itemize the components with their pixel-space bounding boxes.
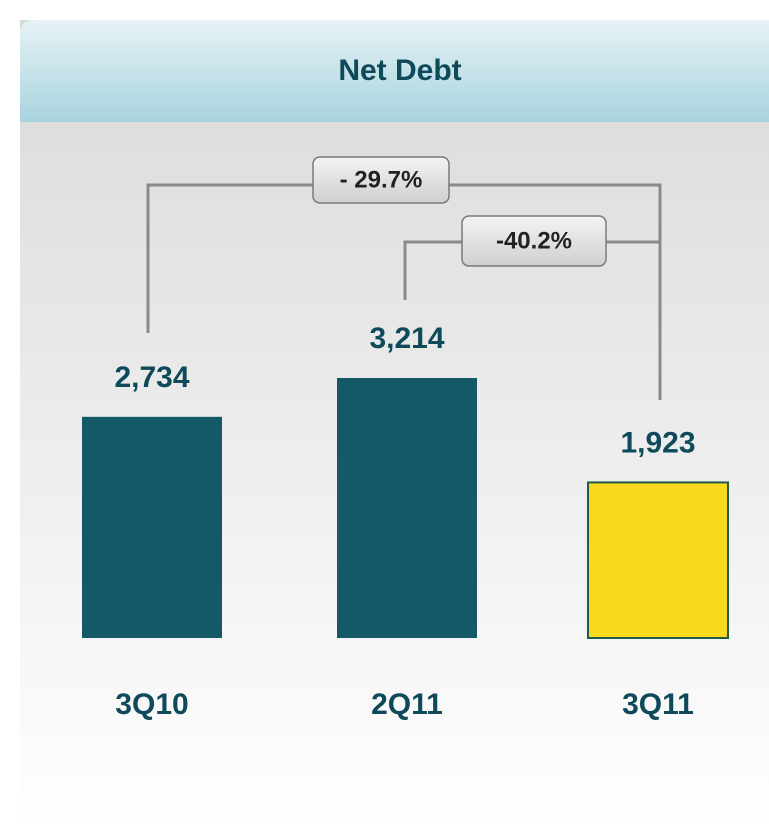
x-tick-label: 2Q11 xyxy=(371,688,443,721)
annotation-box xyxy=(461,215,607,267)
chart-title: Net Debt xyxy=(338,54,461,87)
x-tick-label: 3Q11 xyxy=(622,688,694,721)
x-tick-label: 3Q10 xyxy=(115,688,188,721)
bar xyxy=(82,416,222,638)
bar xyxy=(337,378,477,638)
value-label: 3,214 xyxy=(369,322,444,355)
annotation-box xyxy=(312,156,450,204)
annotation: - 29.7% xyxy=(340,166,423,193)
header xyxy=(20,20,769,122)
value-label: 2,734 xyxy=(114,361,189,394)
bar xyxy=(587,481,729,639)
annotation: -40.2% xyxy=(496,227,572,254)
value-label: 1,923 xyxy=(620,426,695,459)
